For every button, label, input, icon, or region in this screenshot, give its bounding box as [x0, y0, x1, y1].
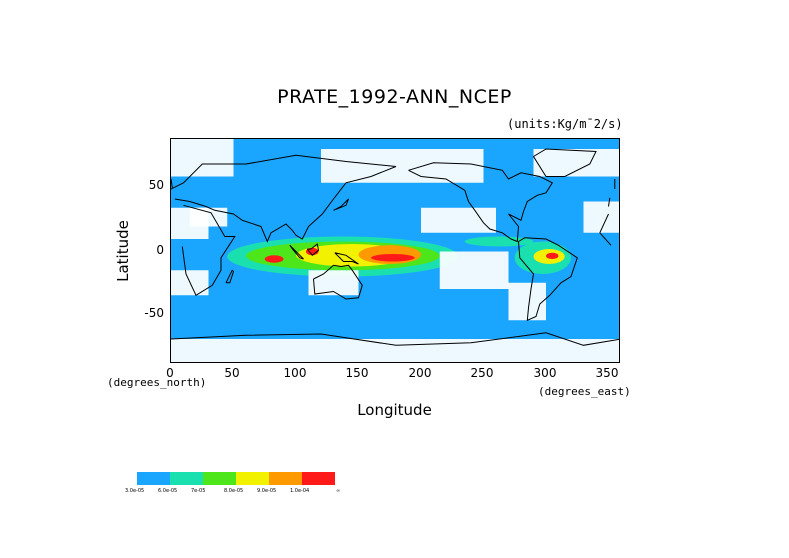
chart-title: PRATE_1992-ANN_NCEP [277, 86, 512, 108]
xtick-350: 350 [595, 366, 619, 380]
dry-zone-0 [171, 139, 234, 177]
xtick-250: 250 [470, 366, 494, 380]
coastline-madagascar [225, 269, 235, 284]
dry-zone-11 [533, 149, 619, 177]
coastline-greenland [532, 148, 597, 177]
coastline-new-guinea [334, 252, 359, 265]
colorbar-label-4: 9.0e-05 [257, 488, 277, 494]
coastline-eurasia-1 [171, 154, 397, 243]
colorbar-label-6: ∞ [336, 488, 341, 494]
colorbar-swatch-4 [269, 472, 302, 485]
ytick-50: 50 [148, 178, 164, 192]
colorbar-swatch-5 [302, 472, 335, 485]
coastline-sumatra [289, 244, 304, 260]
ytick-0: 0 [156, 243, 164, 257]
precipitation-map [171, 139, 619, 362]
dry-zone-7 [171, 339, 619, 362]
coastline-africa [599, 213, 609, 234]
x-unit-label: (degrees_east) [538, 385, 631, 398]
dry-zone-8 [508, 282, 546, 321]
xtick-150: 150 [345, 366, 369, 380]
coastline-antarctica [171, 332, 619, 346]
dry-zone-4 [421, 207, 496, 233]
coastline-australia [313, 264, 363, 300]
y-unit-label: (degrees_north) [107, 376, 207, 389]
colorbar-swatch-1 [170, 472, 203, 485]
xtick-200: 200 [408, 366, 432, 380]
coastline-north-america [408, 162, 554, 243]
coastline-eurasia [608, 197, 611, 207]
xtick-100: 100 [283, 366, 307, 380]
dry-zone-1 [321, 149, 484, 183]
colorbar-swatch-3 [236, 472, 269, 485]
xtick-0: 0 [166, 366, 174, 380]
precip-region-8 [546, 252, 559, 259]
ytick-minus50: -50 [144, 306, 164, 320]
units-label: (units:Kg/m¯2/s) [507, 117, 623, 131]
coastline-indonesia-borneo [306, 243, 320, 257]
dry-zone-9 [583, 201, 619, 233]
colorbar-label-1: 6.0e-05 [158, 488, 178, 494]
map-plot-area [170, 138, 620, 363]
dry-zone-3 [189, 207, 228, 227]
coastline-uk-1 [171, 178, 173, 188]
precip-region-5 [371, 254, 415, 262]
xtick-50: 50 [224, 366, 240, 380]
xtick-300: 300 [533, 366, 557, 380]
colorbar-swatch-2 [203, 472, 236, 485]
colorbar-label-5: 1.0e-04 [290, 488, 310, 494]
precip-region-10 [264, 255, 284, 263]
coastline-africa-2 [599, 232, 612, 246]
coastline-japan [333, 198, 349, 211]
dry-zone-5 [439, 251, 509, 289]
coastline-south-america [518, 237, 578, 322]
colorbar-label-0: 3.0e-05 [125, 488, 145, 494]
coastline-africa-1 [181, 204, 236, 297]
y-axis-label: Latitude [114, 220, 132, 282]
colorbar-label-3: 8.0e-05 [224, 488, 244, 494]
x-axis-label: Longitude [357, 401, 432, 419]
colorbar [137, 472, 335, 485]
precip-region-9 [464, 236, 534, 247]
colorbar-swatch-0 [137, 472, 170, 485]
colorbar-label-2: 7e-05 [191, 488, 206, 494]
